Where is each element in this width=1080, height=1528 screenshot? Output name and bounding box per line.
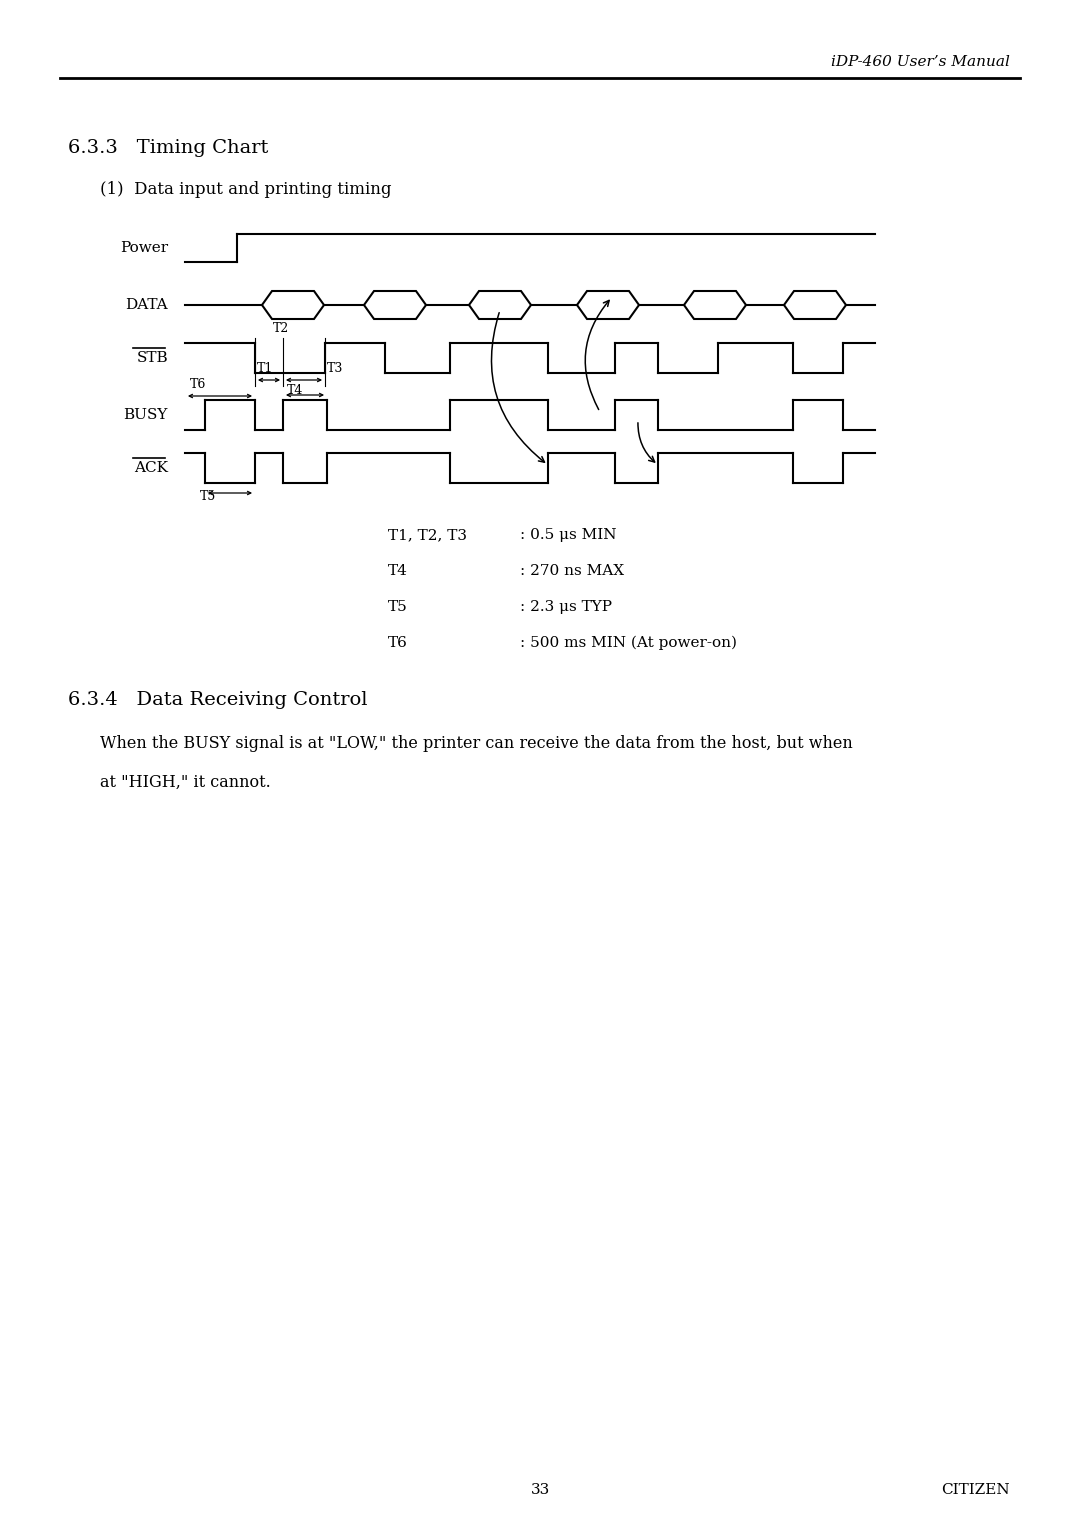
Text: T5: T5 [200, 489, 216, 503]
Text: CITIZEN: CITIZEN [942, 1484, 1010, 1497]
Text: : 270 ns MAX: : 270 ns MAX [519, 564, 624, 578]
Text: T4: T4 [388, 564, 408, 578]
Text: 33: 33 [530, 1484, 550, 1497]
Text: T1, T2, T3: T1, T2, T3 [388, 529, 467, 542]
Text: : 500 ms MIN (At power-on): : 500 ms MIN (At power-on) [519, 636, 737, 651]
Text: (1)  Data input and printing timing: (1) Data input and printing timing [100, 182, 391, 199]
Text: 6.3.3   Timing Chart: 6.3.3 Timing Chart [68, 139, 268, 157]
Text: iDP-460 User’s Manual: iDP-460 User’s Manual [832, 55, 1010, 69]
Text: T1: T1 [257, 362, 273, 374]
Polygon shape [469, 290, 531, 319]
Text: T6: T6 [388, 636, 408, 649]
Text: 6.3.4   Data Receiving Control: 6.3.4 Data Receiving Control [68, 691, 367, 709]
Text: T5: T5 [388, 601, 408, 614]
Text: When the BUSY signal is at "LOW," the printer can receive the data from the host: When the BUSY signal is at "LOW," the pr… [100, 735, 853, 752]
Polygon shape [784, 290, 846, 319]
Text: T3: T3 [327, 362, 343, 374]
Polygon shape [684, 290, 746, 319]
Polygon shape [262, 290, 324, 319]
Text: ACK: ACK [134, 461, 168, 475]
Polygon shape [577, 290, 639, 319]
Text: : 0.5 μs MIN: : 0.5 μs MIN [519, 529, 617, 542]
Text: T6: T6 [190, 377, 206, 391]
Text: DATA: DATA [125, 298, 168, 312]
Text: BUSY: BUSY [123, 408, 168, 422]
Text: T4: T4 [287, 384, 303, 396]
Text: : 2.3 μs TYP: : 2.3 μs TYP [519, 601, 612, 614]
Text: at "HIGH," it cannot.: at "HIGH," it cannot. [100, 773, 271, 790]
Text: T2: T2 [273, 321, 289, 335]
Text: STB: STB [136, 351, 168, 365]
Polygon shape [364, 290, 426, 319]
Text: Power: Power [120, 241, 168, 255]
